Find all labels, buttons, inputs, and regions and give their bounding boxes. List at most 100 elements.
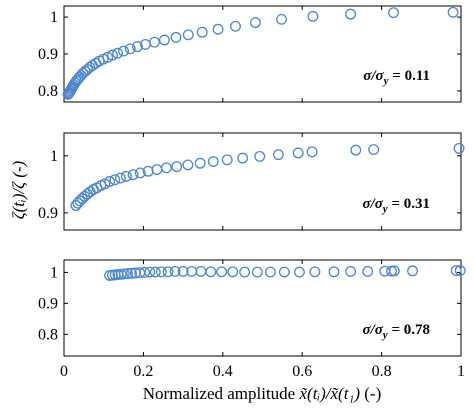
panel-1: 0.8 0.9 1 σ/σy = 0.11 [38, 5, 462, 103]
data-point [306, 146, 318, 158]
data-point [195, 266, 207, 277]
data-point [151, 164, 163, 175]
x-tick-label: 0.8 [372, 363, 392, 380]
data-point [160, 162, 172, 174]
annotation-sigma: σ [362, 196, 371, 212]
data-point [276, 13, 288, 25]
annotation-value: = 0.31 [388, 196, 430, 212]
panel-annotation: σ/σy = 0.31 [362, 196, 430, 215]
y-tick-label: 0.9 [38, 205, 58, 222]
annotation-subscript: y [382, 75, 389, 87]
data-point [196, 26, 208, 38]
annotation-sigma: σ [362, 322, 371, 338]
data-point [221, 154, 233, 166]
data-point [309, 266, 321, 278]
x-axis-label-prefix: Normalized amplitude [143, 384, 300, 403]
x-tick-label: 1 [457, 363, 465, 380]
data-point [307, 10, 319, 22]
x-tick-label: 0.2 [133, 363, 153, 380]
data-point [230, 20, 241, 32]
data-point [212, 23, 224, 35]
data-point [194, 157, 206, 169]
x-axis-label-math: x̃(tᵢ)/x̃(t₁) [298, 384, 360, 403]
data-point [205, 266, 217, 278]
x-axis-label: Normalized amplitude x̃(tᵢ)/x̃(t₁) (-) [143, 384, 381, 403]
panel-annotation: σ/σy = 0.11 [363, 68, 430, 87]
data-point [114, 172, 126, 184]
data-point [112, 47, 124, 59]
data-point [75, 69, 87, 81]
data-point [162, 266, 174, 278]
data-point [447, 6, 459, 18]
data-point [106, 49, 118, 61]
panel-frame [63, 132, 462, 231]
data-point [126, 267, 137, 279]
data-point [149, 266, 161, 278]
data-point [131, 41, 143, 53]
data-point [115, 268, 127, 280]
x-tick-label: 0.6 [292, 363, 312, 380]
data-point [264, 266, 276, 278]
panels-layer: 0.80.91σ/σy = 0.110.91σ/σy = 0.310.80.91… [38, 5, 466, 380]
x-axis-label-suffix: (-) [360, 384, 381, 403]
annotation-sigma-y: /σ [370, 322, 384, 338]
data-point [177, 266, 189, 277]
annotation-subscript: y [381, 329, 388, 341]
annotation-sigma-y: /σ [370, 68, 384, 84]
data-point [388, 265, 400, 277]
data-point [239, 266, 251, 278]
y-tick-label: 0.9 [38, 295, 58, 312]
data-point [139, 266, 151, 278]
annotation-value: = 0.11 [389, 68, 430, 84]
y-tick-label: 0.9 [38, 46, 58, 63]
data-point [118, 268, 130, 280]
panel-frame [63, 5, 462, 103]
data-point [272, 149, 284, 161]
data-point [134, 167, 146, 179]
data-point [149, 36, 160, 48]
data-point [216, 266, 228, 278]
data-point [388, 7, 399, 19]
data-point [454, 265, 466, 276]
data-point [450, 265, 462, 276]
y-axis-label: ζ(tᵢ)/ζ (-) [9, 160, 28, 219]
y-tick-label: 1 [50, 9, 58, 26]
data-point [407, 265, 419, 277]
annotation-value: = 0.78 [388, 322, 430, 338]
annotation-sigma-y: /σ [370, 196, 384, 212]
data-point [207, 156, 219, 167]
data-point [118, 45, 130, 57]
data-point [127, 169, 139, 181]
data-point [158, 34, 170, 46]
data-point [345, 8, 357, 20]
y-tick-label: 0.8 [38, 83, 58, 100]
data-point [237, 152, 249, 164]
data-point [345, 266, 357, 277]
data-point [182, 29, 194, 41]
data-point [182, 159, 194, 171]
data-point [278, 266, 290, 278]
data-point [249, 17, 261, 29]
data-point [227, 266, 239, 278]
data-point [122, 268, 133, 280]
data-point [293, 266, 305, 278]
data-point [292, 147, 304, 159]
data-point [169, 266, 181, 277]
data-point [155, 266, 167, 278]
data-point [368, 144, 380, 155]
x-tick-label: 0 [60, 363, 68, 380]
y-tick-label: 1 [50, 148, 58, 165]
panel-2: 0.9 1 σ/σy = 0.31 [38, 132, 465, 231]
data-point [453, 142, 465, 154]
data-point [171, 161, 183, 173]
data-point [109, 174, 121, 186]
y-axis-label-text: ζ(tᵢ)/ζ (-) [9, 160, 28, 219]
annotation-subscript: y [381, 203, 388, 215]
data-point [120, 170, 132, 182]
data-point [170, 31, 182, 43]
panel-frame [63, 259, 462, 357]
data-point [328, 266, 340, 278]
data-point [254, 150, 266, 162]
data-point [104, 176, 116, 187]
